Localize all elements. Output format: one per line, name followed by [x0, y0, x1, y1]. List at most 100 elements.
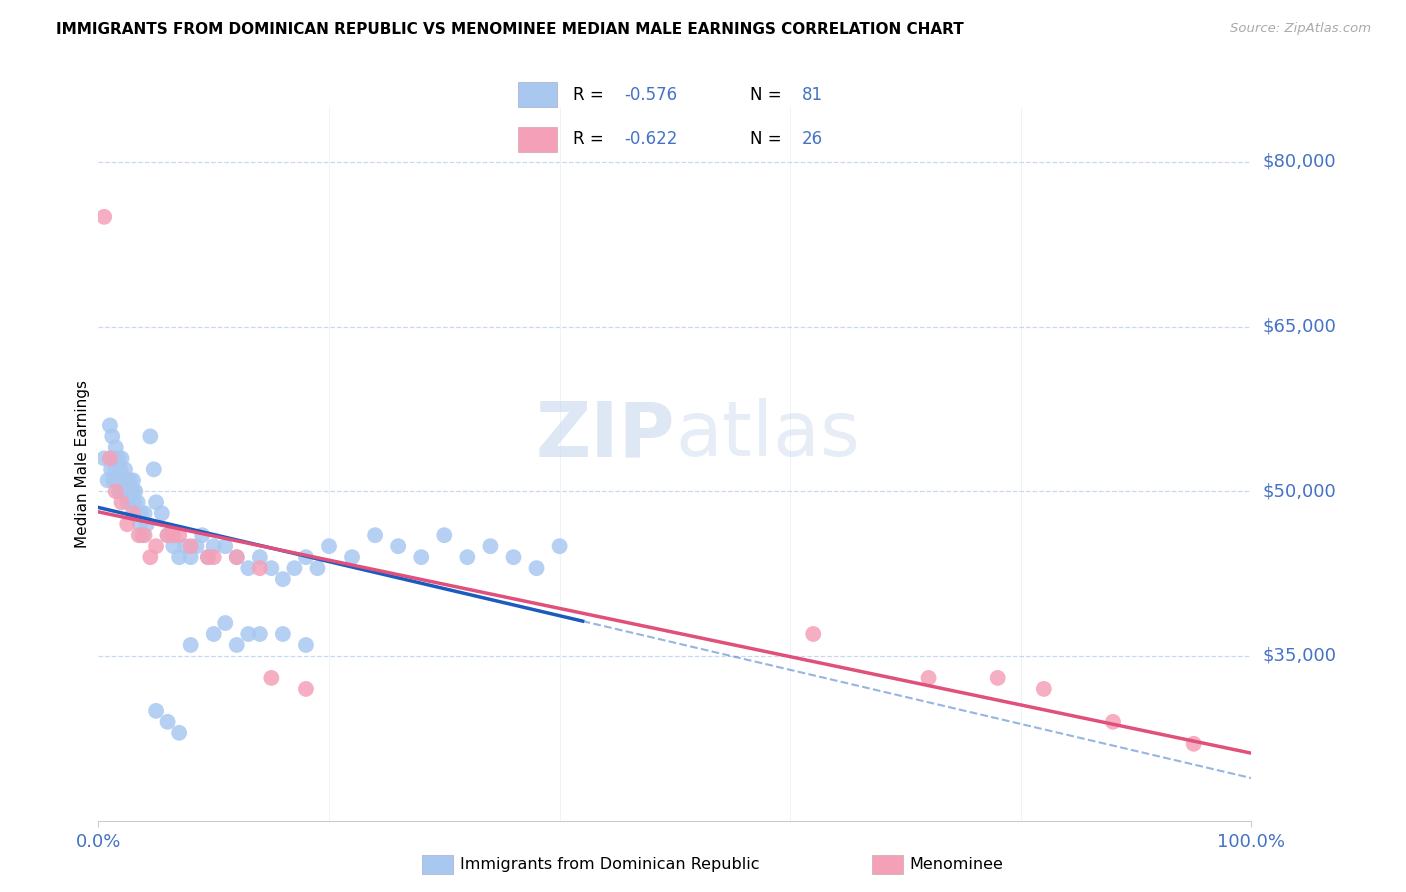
Text: $35,000: $35,000	[1263, 647, 1337, 665]
Text: Immigrants from Dominican Republic: Immigrants from Dominican Republic	[460, 857, 759, 871]
Point	[364, 528, 387, 542]
Text: atlas: atlas	[675, 399, 859, 472]
Point	[479, 539, 502, 553]
Point	[271, 627, 294, 641]
Point	[295, 681, 318, 696]
Point	[110, 451, 132, 466]
Point	[128, 528, 150, 542]
Point	[103, 451, 125, 466]
Point	[122, 473, 145, 487]
Point	[104, 441, 127, 455]
Point	[202, 550, 225, 565]
Point	[238, 561, 260, 575]
Point	[433, 528, 456, 542]
Point	[987, 671, 1010, 685]
Point	[249, 550, 271, 565]
Point	[295, 550, 318, 565]
Point	[162, 528, 184, 542]
Point	[122, 506, 145, 520]
Text: 26: 26	[801, 130, 823, 148]
Point	[167, 528, 190, 542]
Text: $50,000: $50,000	[1263, 483, 1337, 500]
Point	[1182, 737, 1205, 751]
Point	[162, 539, 184, 553]
Point	[117, 517, 139, 532]
Point	[156, 528, 179, 542]
Point	[260, 561, 283, 575]
FancyBboxPatch shape	[517, 127, 557, 152]
Text: Menominee: Menominee	[910, 857, 1004, 871]
Point	[101, 429, 124, 443]
Point	[134, 506, 156, 520]
Point	[526, 561, 548, 575]
Point	[145, 704, 167, 718]
FancyBboxPatch shape	[517, 82, 557, 107]
Point	[104, 462, 127, 476]
Text: N =: N =	[751, 86, 787, 103]
Point	[387, 539, 409, 553]
Text: 81: 81	[801, 86, 823, 103]
Text: $80,000: $80,000	[1263, 153, 1337, 171]
Text: R =: R =	[574, 130, 609, 148]
Point	[456, 550, 478, 565]
Point	[156, 714, 179, 729]
Point	[118, 473, 141, 487]
Point	[167, 726, 190, 740]
Point	[97, 473, 120, 487]
Point	[191, 528, 214, 542]
Point	[135, 517, 157, 532]
Point	[197, 550, 219, 565]
Point	[129, 506, 152, 520]
Point	[1032, 681, 1054, 696]
Point	[117, 484, 139, 499]
Point	[502, 550, 524, 565]
Text: -0.576: -0.576	[624, 86, 678, 103]
Point	[801, 627, 824, 641]
Point	[249, 561, 271, 575]
Point	[202, 627, 225, 641]
Point	[110, 495, 132, 509]
Point	[225, 550, 247, 565]
Point	[271, 572, 294, 586]
Point	[197, 550, 219, 565]
Point	[134, 528, 156, 542]
Point	[318, 539, 340, 553]
Point	[125, 506, 148, 520]
Point	[307, 561, 329, 575]
Point	[180, 539, 202, 553]
Point	[103, 473, 125, 487]
Point	[283, 561, 305, 575]
Point	[117, 473, 139, 487]
Text: Source: ZipAtlas.com: Source: ZipAtlas.com	[1230, 22, 1371, 36]
Point	[917, 671, 939, 685]
Point	[127, 495, 149, 509]
Point	[112, 473, 135, 487]
Point	[225, 638, 247, 652]
Point	[107, 451, 129, 466]
Point	[105, 473, 128, 487]
Point	[174, 539, 197, 553]
Point	[249, 627, 271, 641]
Point	[110, 473, 132, 487]
Point	[145, 495, 167, 509]
Point	[131, 528, 153, 542]
Point	[142, 462, 165, 476]
Point	[214, 615, 236, 630]
Point	[139, 429, 162, 443]
Point	[340, 550, 363, 565]
Point	[117, 495, 139, 509]
Point	[110, 462, 132, 476]
Point	[129, 517, 152, 532]
Point	[180, 550, 202, 565]
Point	[260, 671, 283, 685]
Point	[111, 484, 134, 499]
Point	[98, 451, 121, 466]
Point	[114, 462, 136, 476]
Point	[238, 627, 260, 641]
Point	[202, 539, 225, 553]
Point	[122, 495, 145, 509]
Point	[93, 210, 115, 224]
Point	[156, 528, 179, 542]
Point	[98, 418, 121, 433]
Point	[150, 506, 173, 520]
